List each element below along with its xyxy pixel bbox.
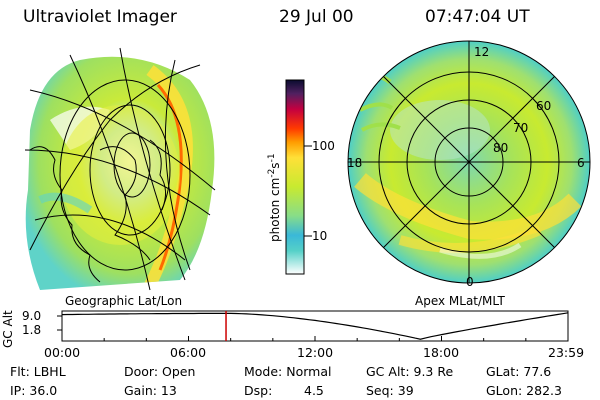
polar-lat-70: 70 — [513, 121, 529, 135]
polar-mlt-12: 12 — [474, 45, 490, 59]
apex-panel-label: Apex MLat/MLT — [415, 294, 505, 308]
mode-info: Mode: Normal — [244, 364, 332, 379]
altitude-xtick-3: 18:00 — [423, 345, 460, 360]
colorbar-label-100: 100 — [312, 139, 335, 153]
altitude-xtick-0: 00:00 — [44, 345, 81, 360]
colorbar-label-10: 10 — [312, 229, 328, 243]
dsp-label: Dsp: — [244, 383, 273, 398]
date-label: 29 Jul 00 — [279, 7, 354, 27]
door-info: Door: Open — [124, 364, 196, 379]
seq-info: Seq: 39 — [366, 383, 414, 398]
polar-mlt-18: 18 — [347, 156, 363, 170]
colorbar — [285, 79, 305, 275]
time-label: 07:47:04 UT — [425, 7, 530, 27]
altitude-xtick-4: 23:59 — [548, 345, 585, 360]
polar-lat-80: 80 — [493, 141, 509, 155]
altitude-ytick-low: 1.8 — [22, 323, 42, 337]
altitude-xtick-2: 12:00 — [297, 345, 334, 360]
instrument-title: Ultraviolet Imager — [23, 7, 177, 27]
polar-grid — [347, 40, 591, 284]
polar-mlt-0: 0 — [466, 275, 474, 289]
altitude-ylabel: GC Alt — [1, 310, 15, 348]
polar-lat-60: 60 — [536, 99, 552, 113]
glon-info: GLon: 282.3 — [486, 383, 562, 398]
gc-alt-info: GC Alt: 9.3 Re — [366, 364, 454, 379]
filter-info: Flt: LBHL — [10, 364, 66, 379]
glat-info: GLat: 77.6 — [486, 364, 552, 379]
ip-info: IP: 36.0 — [10, 383, 58, 398]
colorbar-unit-label: photon cm-2s-1 — [267, 153, 282, 242]
polar-mlt-6: 6 — [577, 156, 585, 170]
gain-info: Gain: 13 — [124, 383, 177, 398]
geographic-grid — [24, 47, 216, 291]
altitude-curve — [61, 312, 569, 340]
altitude-xtick-1: 06:00 — [170, 345, 207, 360]
dsp-value: 4.5 — [304, 383, 324, 398]
geographic-panel-label: Geographic Lat/Lon — [65, 294, 183, 308]
altitude-ytick-high: 9.0 — [22, 309, 42, 323]
